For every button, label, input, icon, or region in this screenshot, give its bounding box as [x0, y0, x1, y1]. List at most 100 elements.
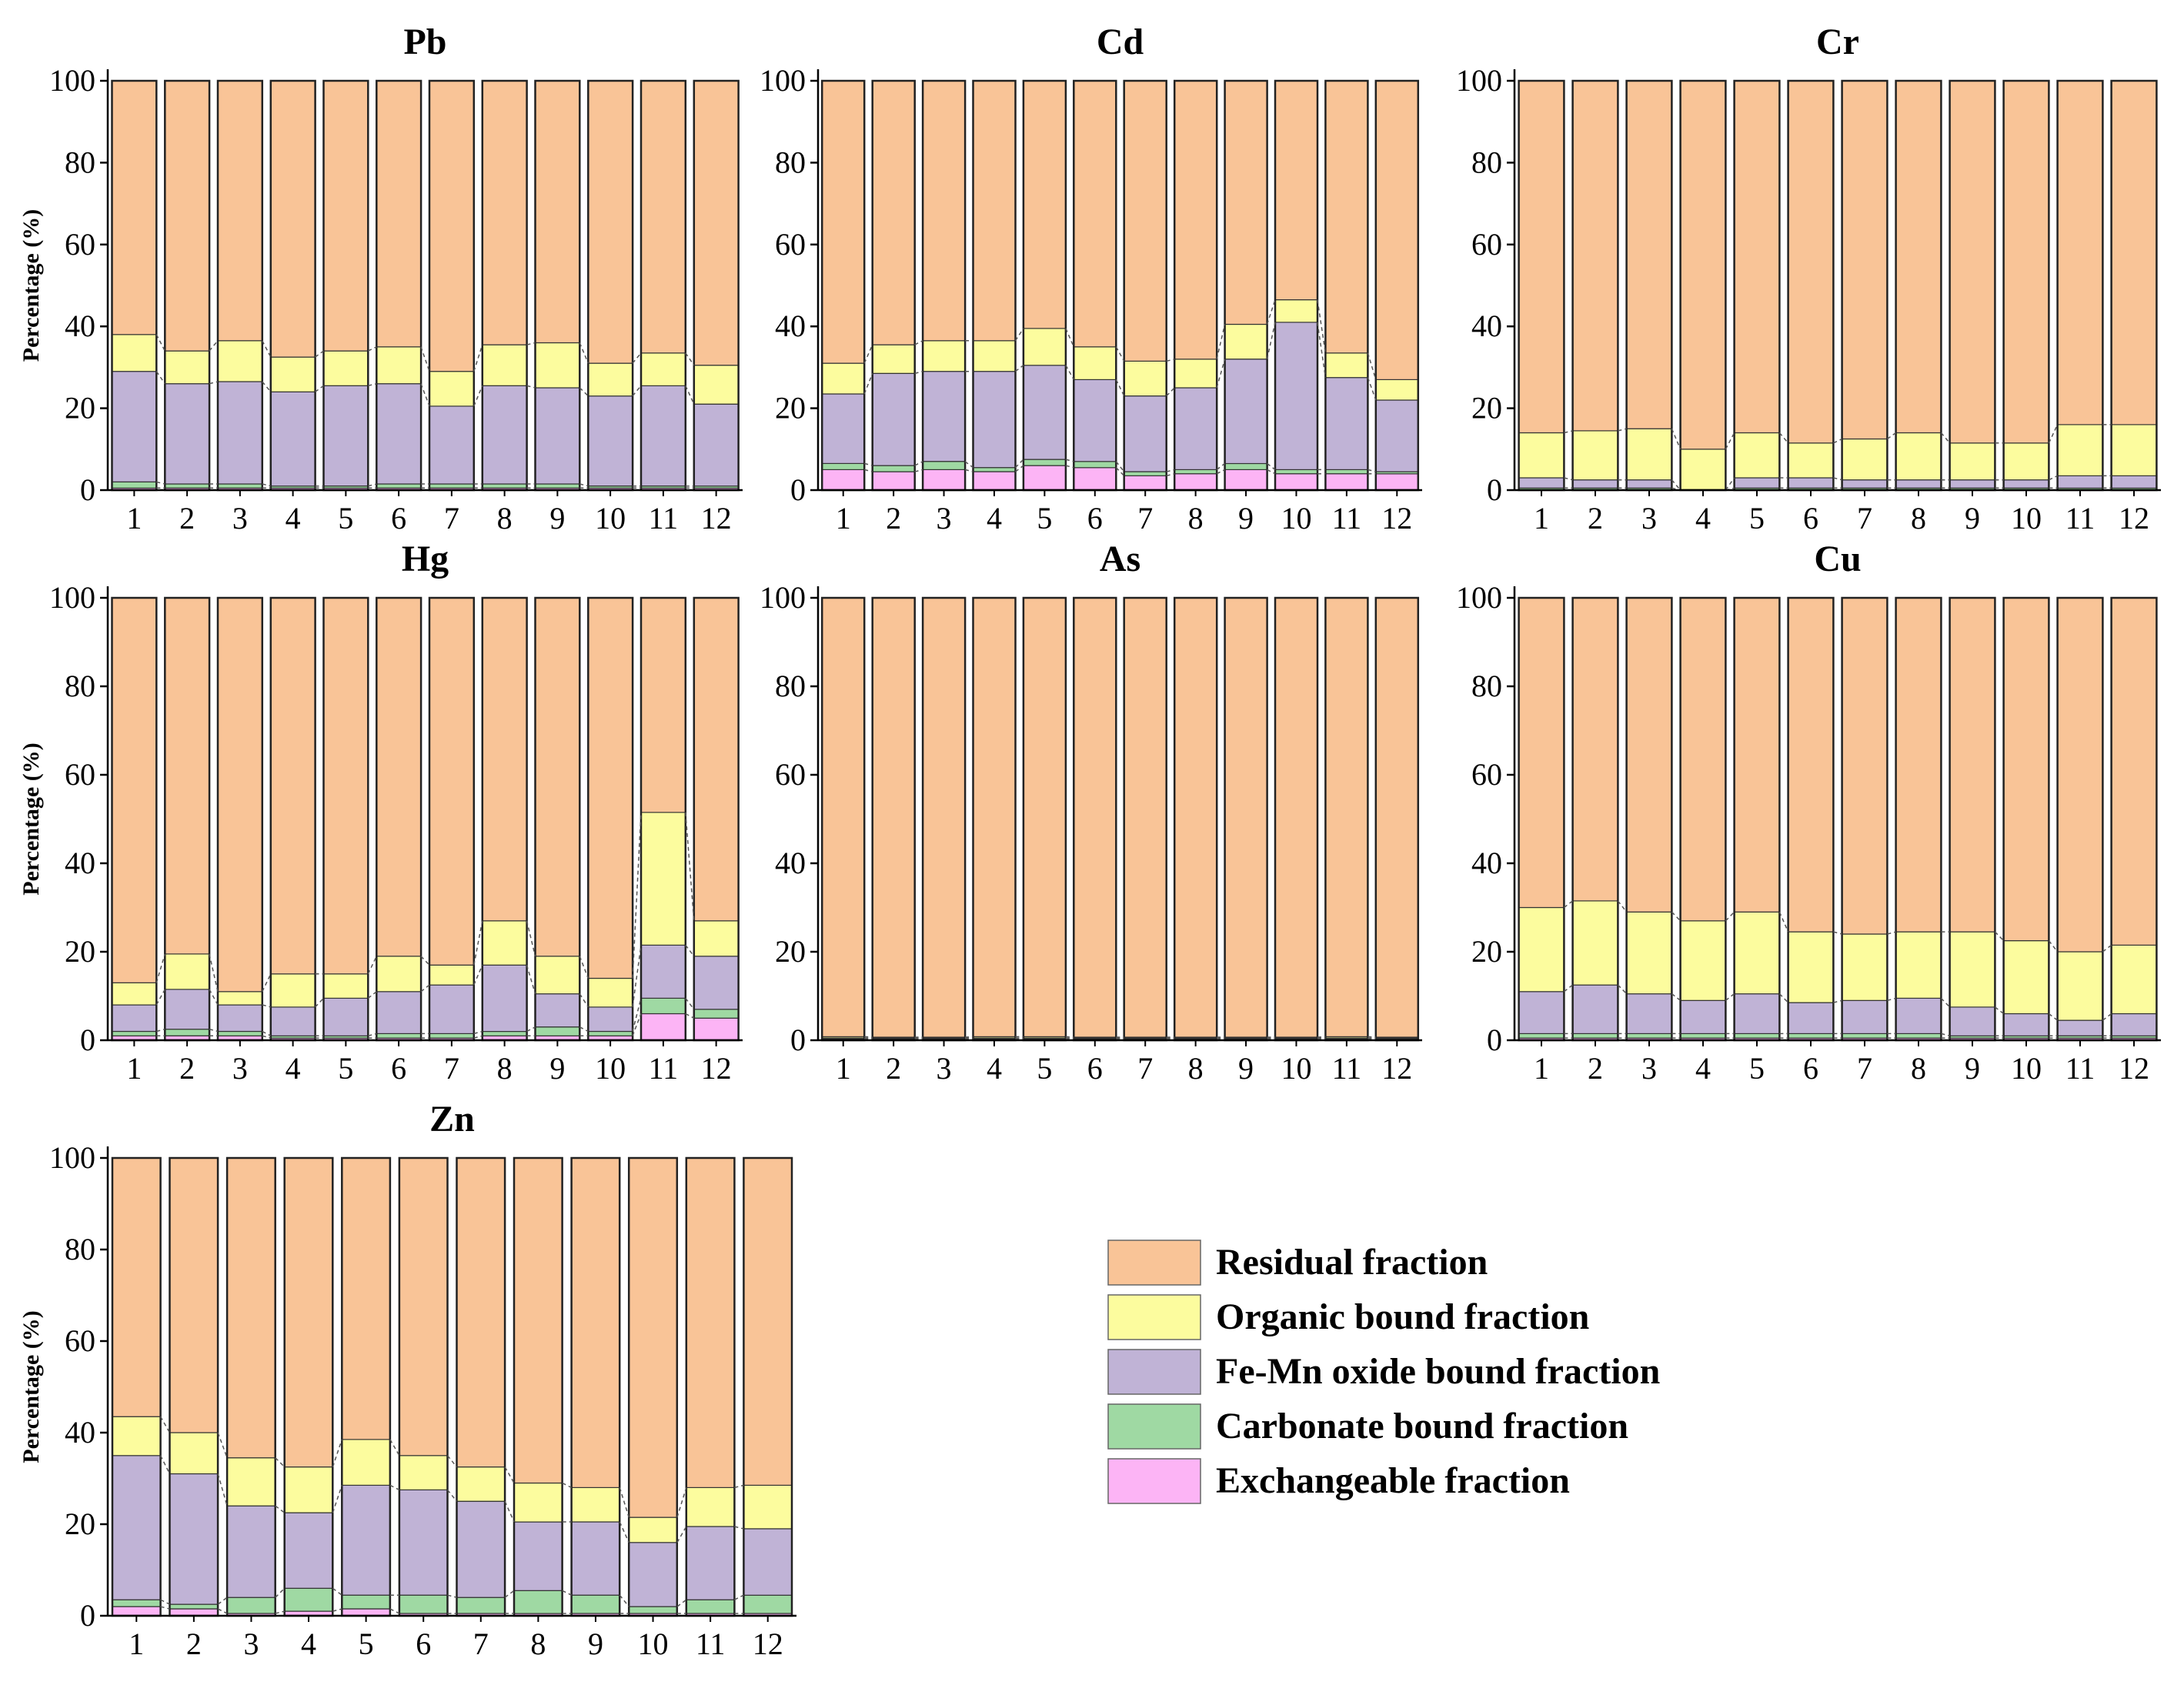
connector-line: [579, 993, 589, 1008]
bar-segment-residual-7: [429, 597, 475, 966]
bar-segment-organic-3: [217, 340, 263, 382]
x-tick-label: 6: [1087, 1051, 1103, 1086]
bar-segment-residual-1: [821, 597, 865, 1038]
bar-segment-residual-1: [112, 1157, 162, 1417]
bar-segment-exchangeable-2: [169, 1608, 219, 1617]
x-tick-label: 12: [2119, 1051, 2149, 1086]
bar-segment-carbonate-1: [111, 481, 157, 489]
bar-segment-femn-12: [693, 956, 740, 1010]
connector-line: [734, 1484, 744, 1489]
bar-segment-residual-9: [1949, 80, 1996, 444]
x-tick-label: 6: [1087, 501, 1103, 536]
bar-segment-carbonate-12: [693, 1009, 740, 1019]
connector-line: [1941, 1033, 1950, 1037]
bar-segment-organic-3: [922, 340, 966, 372]
bar-segment-femn-12: [693, 403, 740, 487]
connector-line: [332, 1608, 342, 1612]
bar-segment-femn-1: [821, 393, 865, 465]
x-tick-label: 4: [286, 1051, 301, 1086]
bar-segment-organic-8: [482, 344, 528, 386]
connector-line: [1833, 477, 1842, 481]
connector-line: [1617, 984, 1628, 995]
connector-line: [159, 1416, 171, 1433]
bar-segment-carbonate-3: [1626, 1033, 1673, 1039]
connector-line: [420, 956, 430, 966]
bar-segment-femn-7: [429, 405, 475, 485]
bar-segment-residual-3: [217, 80, 263, 342]
bar-segment-organic-9: [534, 956, 580, 995]
bar-segment-residual-4: [1680, 597, 1727, 922]
bar-segment-femn-11: [1324, 377, 1369, 471]
connector-line: [160, 1599, 170, 1605]
connector-line: [632, 812, 642, 979]
connector-line: [863, 344, 873, 364]
x-tick-label: 4: [1695, 1051, 1711, 1086]
connector-line: [1671, 479, 1681, 491]
connector-line: [1563, 984, 1574, 993]
y-tick-label: 0: [80, 1023, 95, 1057]
x-tick-label: 5: [1037, 501, 1052, 536]
legend-swatch: [1107, 1294, 1201, 1340]
connector-line: [1778, 432, 1789, 444]
x-tick-label: 6: [1803, 1051, 1818, 1086]
x-tick-label: 10: [595, 501, 626, 536]
bar-segment-organic-12: [2111, 424, 2158, 477]
bar-segment-organic-2: [872, 344, 916, 374]
connector-line: [1367, 352, 1377, 380]
x-tick-label: 1: [126, 1051, 142, 1086]
x-tick-label: 5: [1749, 501, 1765, 536]
legend-label: Exchangeable fraction: [1216, 1460, 1570, 1501]
bar-segment-organic-10: [1274, 299, 1318, 323]
bar-segment-organic-7: [429, 964, 475, 986]
x-tick-label: 6: [416, 1627, 431, 1661]
bar-segment-femn-3: [1626, 479, 1673, 489]
connector-line: [1065, 328, 1074, 348]
bar-segment-organic-4: [1680, 920, 1727, 1001]
bar-segment-femn-9: [570, 1521, 620, 1596]
bar-segment-residual-3: [922, 80, 966, 342]
bar-segment-residual-6: [399, 1157, 449, 1456]
bar-segment-femn-12: [2111, 475, 2158, 489]
connector-line: [209, 381, 219, 385]
bar-segment-carbonate-4: [284, 1587, 333, 1612]
bar-segment-residual-9: [1949, 597, 1996, 933]
bar-segment-carbonate-6: [376, 483, 422, 489]
x-tick-label: 3: [937, 501, 952, 536]
bar-segment-residual-9: [534, 80, 580, 344]
connector-line: [676, 1526, 687, 1543]
x-tick-label: 10: [1281, 1051, 1311, 1086]
bar-segment-residual-5: [1023, 80, 1067, 329]
connector-line: [1368, 469, 1376, 472]
bar-segment-femn-9: [1224, 359, 1268, 465]
x-tick-label: 8: [1188, 1051, 1204, 1086]
bar-segment-femn-9: [1949, 479, 1996, 489]
connector-line: [526, 1026, 536, 1033]
bar-segment-residual-6: [1073, 597, 1117, 1038]
bar-segment-carbonate-10: [1274, 469, 1318, 475]
connector-line: [1367, 377, 1377, 401]
x-tick-label: 11: [2065, 501, 2096, 536]
bar-segment-exchangeable-1: [112, 1606, 162, 1617]
y-axis-label: Percentage (%): [18, 209, 44, 362]
x-tick-label: 2: [886, 1051, 901, 1086]
y-tick-label: 100: [760, 580, 806, 615]
connector-line: [2048, 1013, 2059, 1021]
connector-line: [562, 1590, 572, 1596]
connector-line: [1563, 900, 1574, 909]
bar-segment-femn-3: [226, 1505, 276, 1598]
legend-item-exchangeable: Exchangeable fraction: [1107, 1458, 1570, 1504]
bar-segment-exchangeable-5: [341, 1608, 391, 1617]
connector-line: [1115, 467, 1125, 476]
connector-line: [315, 350, 324, 358]
connector-line: [156, 1028, 165, 1033]
x-tick-label: 9: [588, 1627, 603, 1661]
bar-segment-residual-8: [1895, 597, 1942, 933]
bar-segment-carbonate-1: [111, 1030, 157, 1036]
connector-line: [217, 1432, 228, 1458]
x-tick-label: 1: [836, 1051, 851, 1086]
connector-line: [368, 382, 377, 387]
bar-segment-organic-2: [164, 953, 210, 990]
bar-segment-organic-4: [972, 340, 1017, 372]
connector-line: [447, 1594, 457, 1598]
x-tick-label: 5: [1749, 1051, 1765, 1086]
